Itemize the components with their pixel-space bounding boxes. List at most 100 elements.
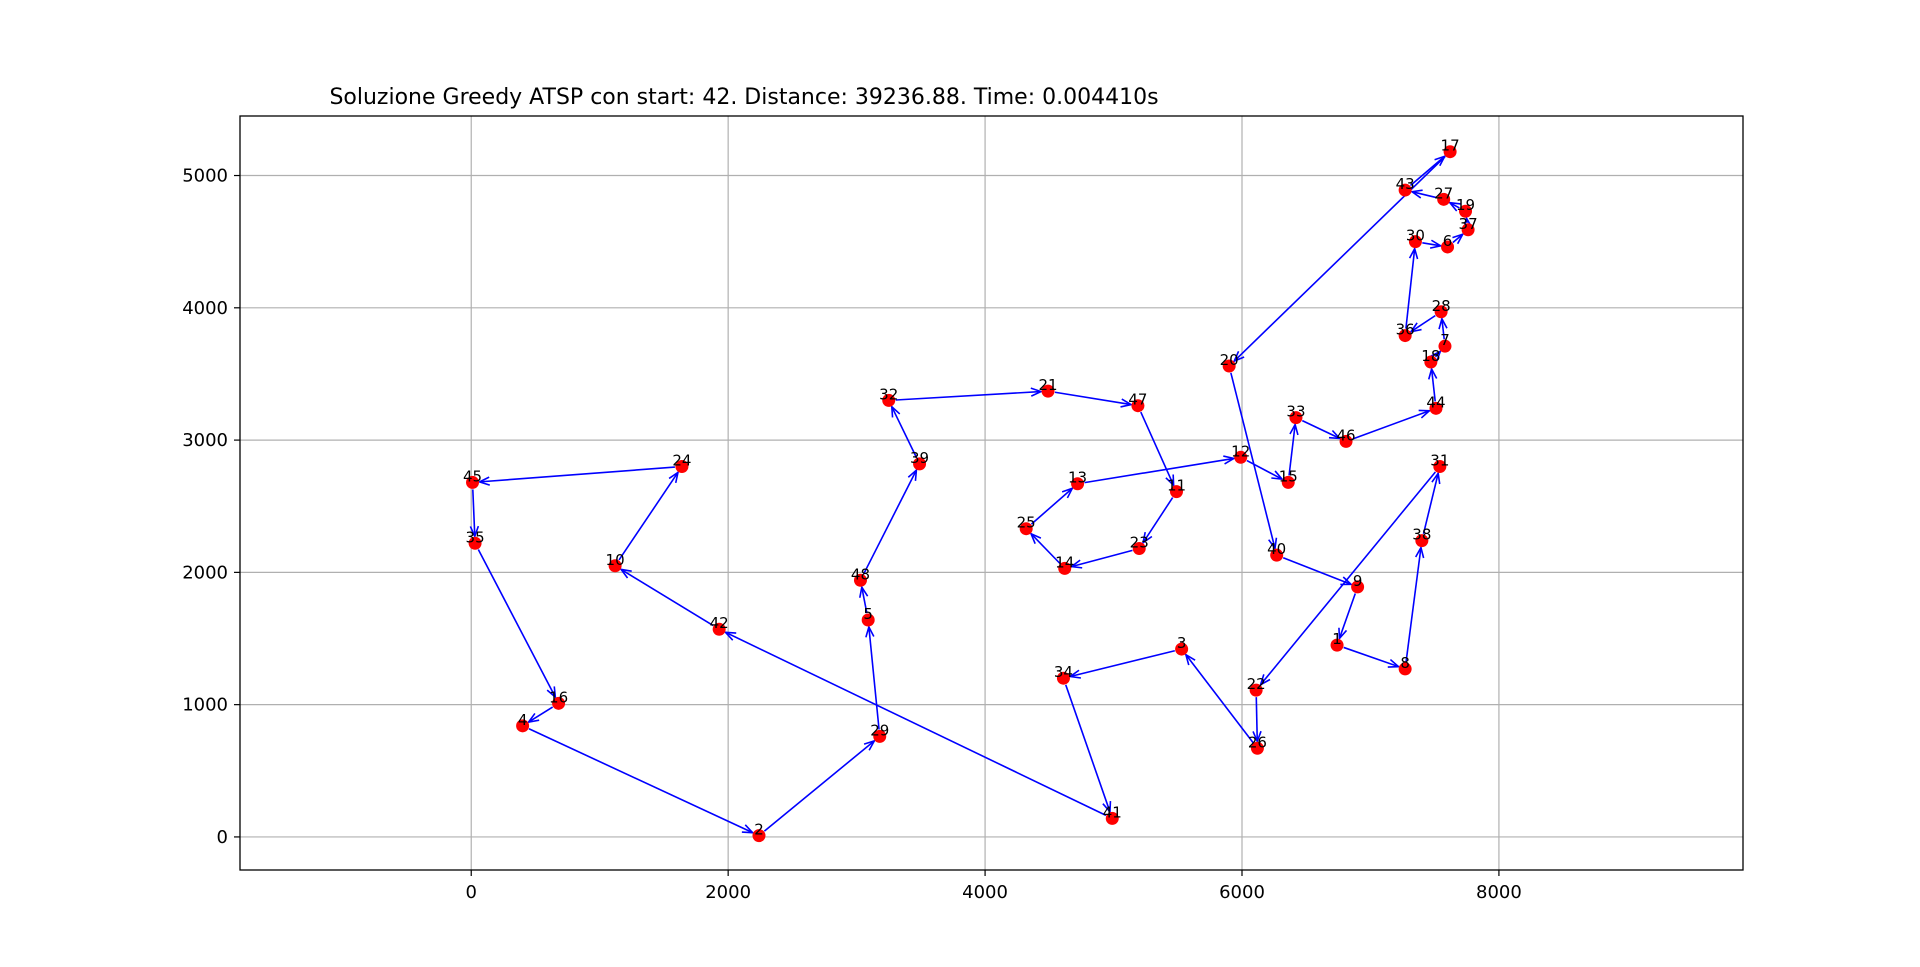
node-point [1019,522,1033,536]
node-point [1071,477,1085,491]
tour-edge [1343,646,1399,666]
tour-edge [895,392,1041,401]
node-label: 35 [466,528,485,546]
node-point [1459,204,1473,218]
node-label: 27 [1434,184,1453,202]
node-point [1461,223,1475,237]
tour-edge [1140,411,1174,485]
tour-nodes [466,145,1475,843]
node-point [1433,460,1447,474]
tour-edge [1070,649,1176,677]
node-label: 17 [1441,137,1460,155]
tour-edge [1071,549,1133,566]
node-point [1438,339,1452,353]
node-label: 41 [1103,803,1122,821]
tour-edge [1084,458,1233,484]
x-tick-label: 0 [466,882,477,903]
node-point [752,829,766,843]
node-label: 7 [1440,331,1450,349]
node-point [466,475,480,489]
node-label: 20 [1220,351,1239,369]
x-tick-label: 4000 [962,882,1008,903]
tour-edge [1432,369,1436,402]
tour-edge [1405,249,1415,329]
node-label: 18 [1421,347,1440,365]
node-point [1398,329,1412,343]
tour-edge [763,741,874,832]
node-label: 44 [1426,393,1445,411]
y-tick-label: 1000 [182,695,228,716]
node-label: 21 [1038,376,1057,394]
node-point [1351,580,1365,594]
node-point [1175,642,1189,656]
node-point [1443,145,1457,159]
tour-edge [1230,372,1275,549]
tour-edge [1339,593,1357,639]
node-point [1441,240,1455,254]
x-tick-label: 8000 [1476,882,1522,903]
tour-edge [1282,556,1351,585]
tour-edge [1409,156,1444,187]
node-point [675,460,689,474]
tour-edge [869,627,880,730]
node-label: 26 [1248,733,1267,751]
node-label: 22 [1247,675,1266,693]
tour-edge [1422,473,1438,535]
node-point [1132,542,1146,556]
node-label: 33 [1286,403,1305,421]
node-label: 30 [1406,227,1425,245]
node-label: 8 [1400,654,1410,672]
node-point [552,696,566,710]
tour-edge [1352,411,1430,440]
node-label: 40 [1267,540,1286,558]
node-label: 24 [672,452,691,470]
node-label: 16 [549,688,568,706]
tour-edge [621,569,714,627]
node-label: 15 [1279,467,1298,485]
node-point [1270,548,1284,562]
node-point [712,622,726,636]
tour-edge [1466,218,1467,223]
tour-edge [1054,391,1131,404]
node-point [913,457,927,471]
tour-edge [477,549,555,697]
node-label: 28 [1432,297,1451,315]
node-point [1058,561,1072,575]
tour-edges [473,156,1467,832]
tour-edge [1450,203,1460,208]
node-point [873,729,887,743]
node-point [1429,401,1443,415]
node-label: 45 [463,467,482,485]
node-point [1131,399,1145,413]
node-label: 3 [1177,634,1187,652]
y-tick-label: 0 [217,827,228,848]
node-point [1330,638,1344,652]
node-point [1437,192,1451,206]
chart-title: Soluzione Greedy ATSP con start: 42. Dis… [329,85,1158,110]
tour-edge [1288,425,1295,476]
x-tick-label: 6000 [1219,882,1265,903]
y-tick-label: 3000 [182,430,228,451]
tour-edge [618,472,678,561]
tour-edge [1246,459,1282,480]
node-point [1339,434,1353,448]
node-point [853,573,867,587]
grid [240,116,1743,870]
tour-edge [1442,319,1444,340]
node-point [1249,683,1263,697]
node-point [468,536,482,550]
node-label: 29 [870,721,889,739]
node-label: 39 [910,449,929,467]
plot-area-frame [239,115,1744,871]
tour-edge [892,407,918,458]
node-label: 48 [851,565,870,583]
tour-edge [528,728,753,833]
node-point [1424,355,1438,369]
node-point [1281,475,1295,489]
node-label: 1 [1332,630,1342,648]
node-label: 25 [1017,514,1036,532]
node-label: 4 [518,711,528,729]
node-label: 38 [1412,526,1431,544]
tour-edge [1143,497,1174,543]
